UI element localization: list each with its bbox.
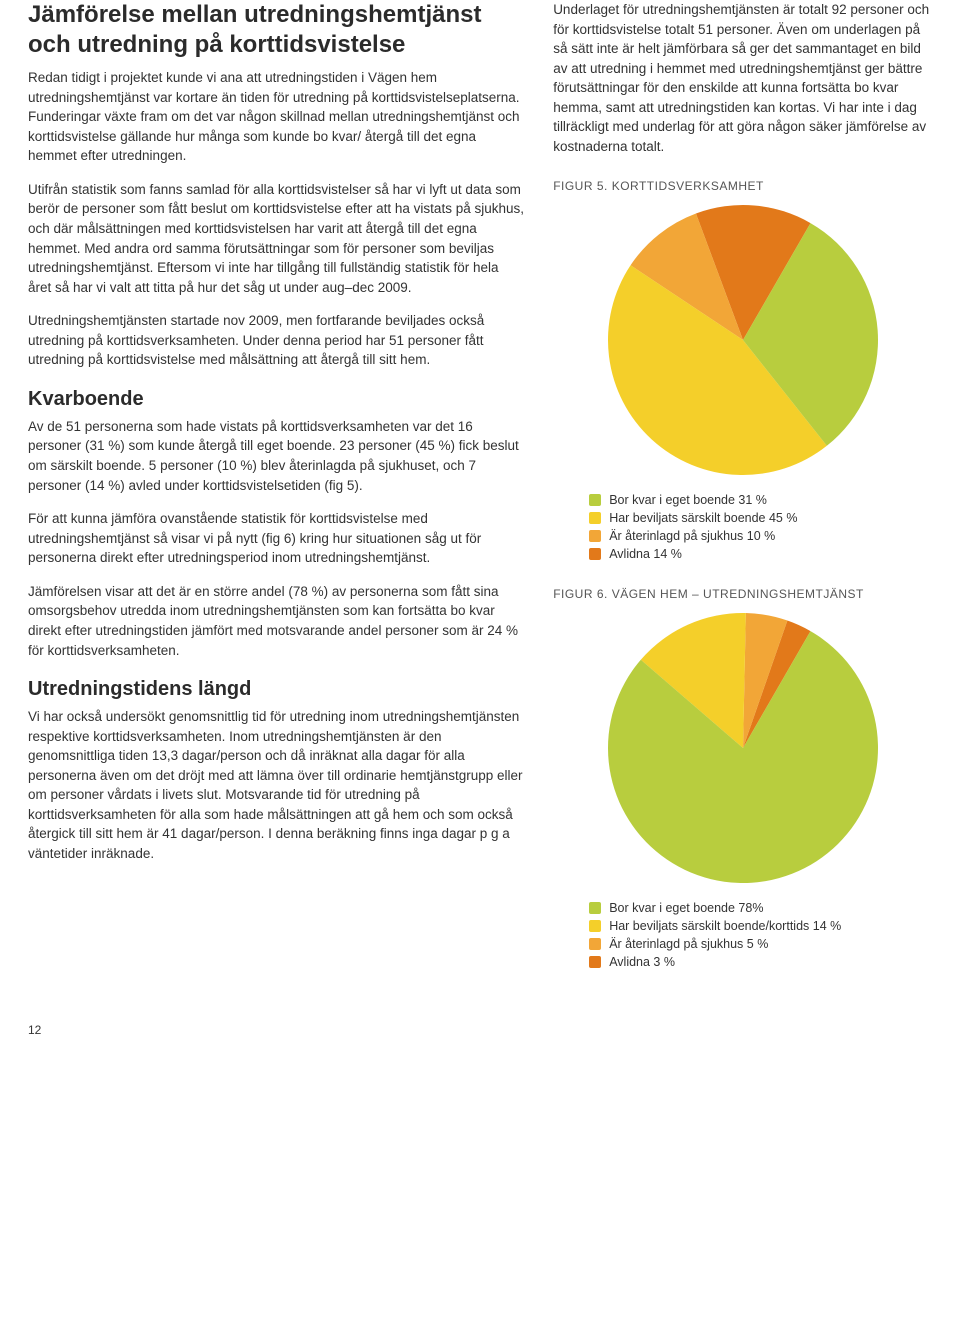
legend-item: Har beviljats särskilt boende 45 % (589, 511, 932, 525)
paragraph: Av de 51 personerna som hade vistats på … (28, 417, 525, 495)
legend-item: Bor kvar i eget boende 31 % (589, 493, 932, 507)
paragraph: Utifrån statistik som fanns samlad för a… (28, 180, 525, 297)
left-column: Jämförelse mellan utredningshemtjänst oc… (28, 0, 525, 973)
paragraph: Utredningshemtjänsten startade nov 2009,… (28, 311, 525, 370)
figure-5-chart: Bor kvar i eget boende 31 % Har beviljats… (553, 203, 932, 565)
legend-swatch (589, 530, 601, 542)
section-heading-comparison: Jämförelse mellan utredningshemtjänst oc… (28, 0, 525, 60)
legend-swatch (589, 548, 601, 560)
legend-label: Har beviljats särskilt boende 45 % (609, 511, 797, 525)
paragraph: Vi har också undersökt genomsnittlig tid… (28, 707, 525, 864)
legend-label: Avlidna 3 % (609, 955, 675, 969)
page-content: Jämförelse mellan utredningshemtjänst oc… (0, 0, 960, 1013)
legend-swatch (589, 494, 601, 506)
section-heading-utredningstid: Utredningstidens längd (28, 678, 525, 701)
legend-label: Bor kvar i eget boende 78% (609, 901, 763, 915)
pie-chart-fig6 (606, 611, 880, 885)
legend-label: Avlidna 14 % (609, 547, 682, 561)
section-heading-kvarboende: Kvarboende (28, 388, 525, 411)
legend-swatch (589, 956, 601, 968)
pie-chart-fig5 (606, 203, 880, 477)
figure-6-chart: Bor kvar i eget boende 78% Har beviljats … (553, 611, 932, 973)
legend-item: Är återinlagd på sjukhus 5 % (589, 937, 932, 951)
figure-6-title: FIGUR 6. VÄGEN HEM – UTREDNINGSHEMTJÄNST (553, 587, 932, 601)
legend-swatch (589, 938, 601, 950)
legend-item: Bor kvar i eget boende 78% (589, 901, 932, 915)
paragraph: Underlaget för utredningshemtjänsten är … (553, 0, 932, 157)
paragraph: Redan tidigt i projektet kunde vi ana at… (28, 68, 525, 166)
legend-label: Har beviljats särskilt boende/korttids 1… (609, 919, 841, 933)
legend-item: Avlidna 3 % (589, 955, 932, 969)
right-column: Underlaget för utredningshemtjänsten är … (553, 0, 932, 973)
legend-item: Har beviljats särskilt boende/korttids 1… (589, 919, 932, 933)
legend-swatch (589, 512, 601, 524)
legend-item: Är återinlagd på sjukhus 10 % (589, 529, 932, 543)
page-number: 12 (0, 1013, 960, 1057)
legend-label: Är återinlagd på sjukhus 10 % (609, 529, 775, 543)
figure-5-legend: Bor kvar i eget boende 31 % Har beviljats… (553, 493, 932, 565)
paragraph: För att kunna jämföra ovanstående statis… (28, 509, 525, 568)
paragraph: Jämförelsen visar att det är en större a… (28, 582, 525, 660)
legend-label: Är återinlagd på sjukhus 5 % (609, 937, 768, 951)
legend-swatch (589, 902, 601, 914)
figure-5-title: FIGUR 5. KORTTIDSVERKSAMHET (553, 179, 932, 193)
legend-item: Avlidna 14 % (589, 547, 932, 561)
legend-label: Bor kvar i eget boende 31 % (609, 493, 767, 507)
figure-6-legend: Bor kvar i eget boende 78% Har beviljats … (553, 901, 932, 973)
legend-swatch (589, 920, 601, 932)
